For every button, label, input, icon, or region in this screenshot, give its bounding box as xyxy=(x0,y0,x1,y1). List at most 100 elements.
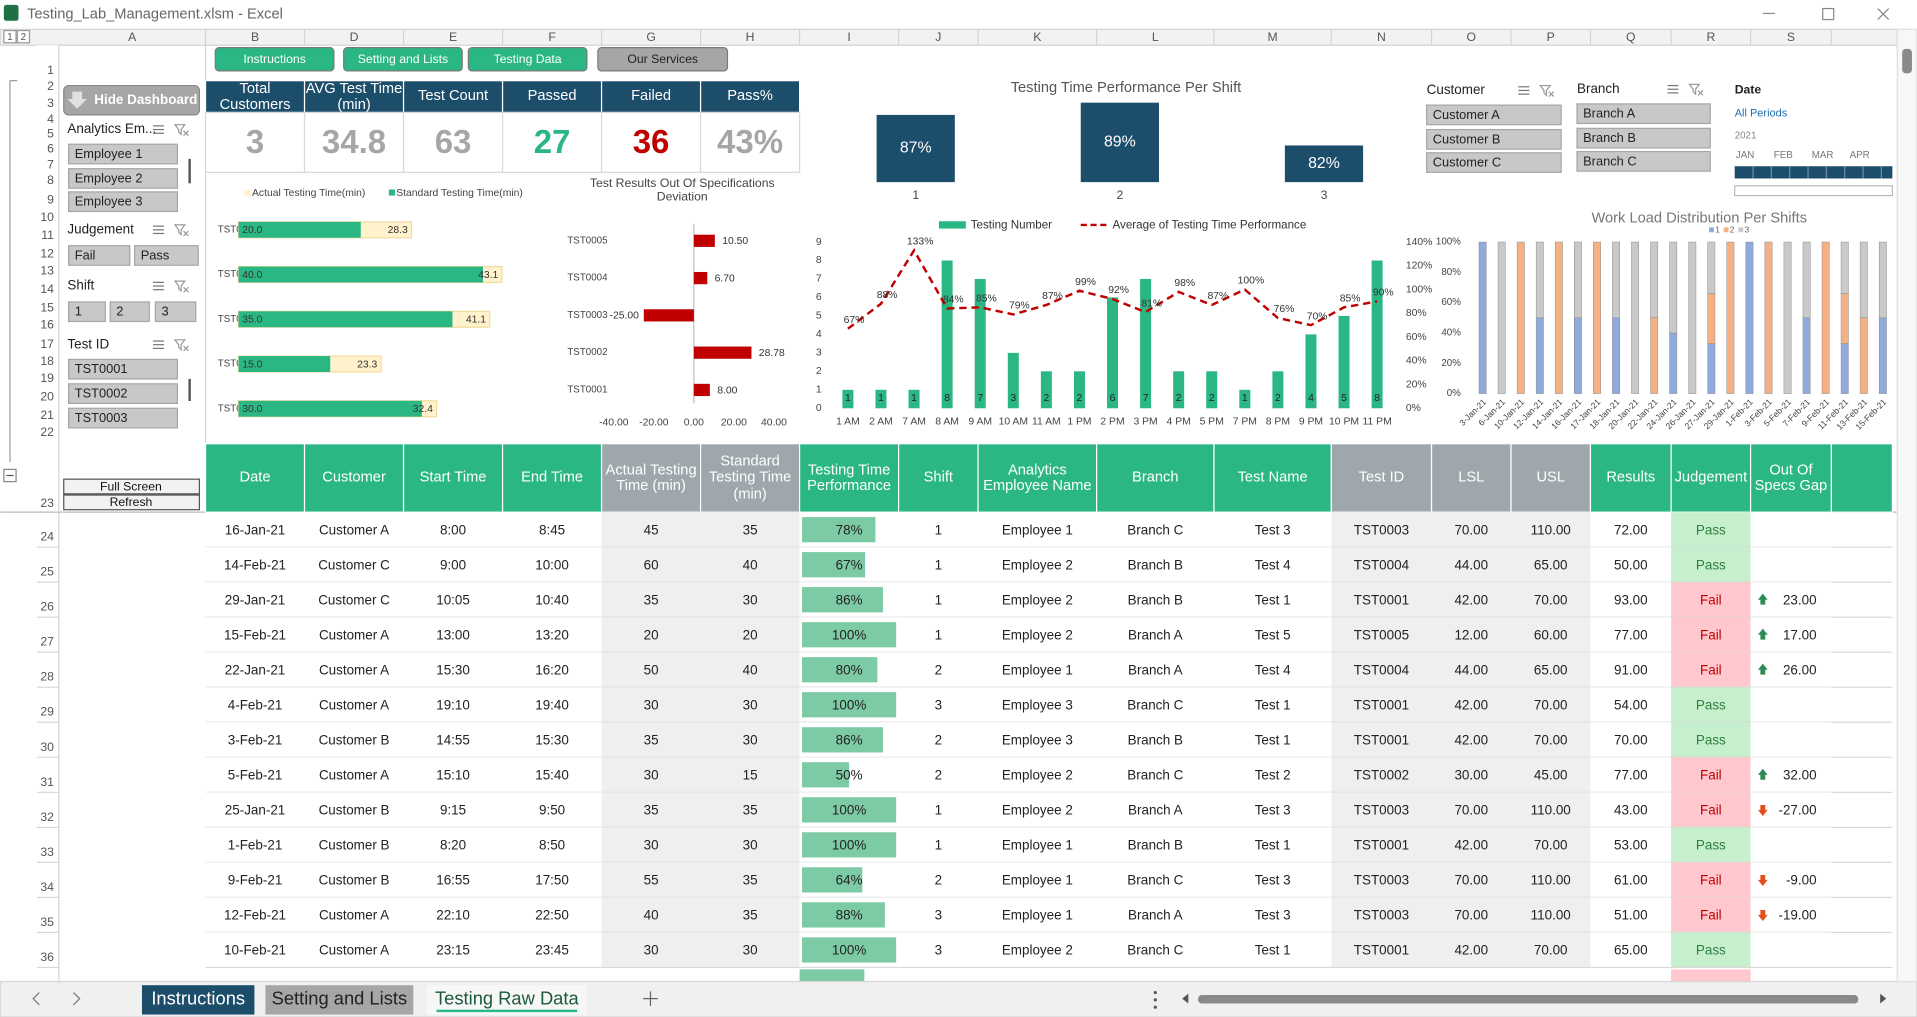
add-sheet[interactable] xyxy=(643,991,658,1006)
sheet-tab-underline xyxy=(436,1009,578,1013)
table-cell xyxy=(1096,547,1214,583)
outline-level[interactable] xyxy=(3,29,17,44)
table-cell xyxy=(978,862,1097,898)
slicer-item-label[interactable]: Branch C xyxy=(1583,153,1636,168)
data-bar xyxy=(802,517,876,543)
column-letter: S xyxy=(1787,30,1795,44)
table-cell-text: 9:00 xyxy=(440,557,466,572)
nav-button[interactable] xyxy=(597,47,729,72)
slicer-item-label[interactable]: Employee 1 xyxy=(75,146,143,161)
timeline-period[interactable]: All Periods xyxy=(1735,108,1788,120)
table-cell-text: 9:15 xyxy=(440,803,466,818)
slicer-item[interactable] xyxy=(1576,150,1711,172)
nav-button-label[interactable]: Setting and Lists xyxy=(358,52,448,66)
table-cell xyxy=(898,617,979,653)
sheet-tab-label[interactable]: Instructions xyxy=(151,988,245,1009)
slicer-item-label[interactable]: Branch B xyxy=(1583,130,1636,145)
slicer-item-label[interactable]: TST0001 xyxy=(75,361,128,376)
slicer-item[interactable] xyxy=(134,245,199,266)
sheet-tab[interactable] xyxy=(265,985,414,1015)
data-label: 85% xyxy=(1340,294,1361,305)
slicer-item[interactable] xyxy=(68,191,179,213)
outline-level[interactable] xyxy=(16,29,31,44)
hide-dashboard-button[interactable] xyxy=(63,84,201,116)
table-cell-text: 2 xyxy=(935,733,942,748)
table-cell xyxy=(304,617,404,653)
slicer-item-label[interactable]: Customer C xyxy=(1433,155,1501,170)
nav-button[interactable] xyxy=(343,47,463,72)
slicer-item-label[interactable]: TST0002 xyxy=(75,386,128,401)
slicer-item-label[interactable]: TST0003 xyxy=(75,410,128,425)
category-label: 2 xyxy=(1116,188,1123,202)
table-cell xyxy=(898,582,979,618)
slicer-item-label[interactable]: Pass xyxy=(141,247,170,262)
slicer-item-label[interactable]: 3 xyxy=(162,304,169,319)
table-cell xyxy=(1213,687,1332,723)
table-cell xyxy=(1590,652,1672,688)
column-letter: L xyxy=(1152,30,1159,44)
table-cell-text: 3 xyxy=(935,943,942,958)
slicer-item[interactable] xyxy=(68,383,179,404)
y2-tick-label: 40% xyxy=(1406,356,1427,367)
nav-button-label[interactable]: Testing Data xyxy=(494,52,562,66)
slicer-item[interactable] xyxy=(1576,103,1711,125)
category-label: TST0001 xyxy=(218,403,258,414)
macro-button-label[interactable]: Full Screen xyxy=(100,479,162,493)
slicer-item[interactable] xyxy=(68,245,131,266)
bar xyxy=(1140,278,1152,409)
table-cell xyxy=(1331,547,1432,583)
slicer-item[interactable] xyxy=(1576,127,1711,149)
row-number: 23 xyxy=(40,496,54,510)
macro-button[interactable] xyxy=(63,494,201,511)
slicer-item-label[interactable]: 2 xyxy=(116,304,123,319)
slicer-item[interactable] xyxy=(109,301,150,323)
table-cell xyxy=(1590,792,1672,828)
slicer-item-label[interactable]: 1 xyxy=(75,304,82,319)
data-label: 28.3 xyxy=(388,225,408,236)
slicer-item[interactable] xyxy=(68,301,106,323)
slicer-item-label[interactable]: Customer B xyxy=(1433,131,1501,146)
table-cell xyxy=(601,652,701,688)
outline-level-label[interactable]: 2 xyxy=(21,32,26,43)
row-number: 35 xyxy=(40,915,54,929)
slicer-item-label[interactable]: Fail xyxy=(75,247,96,262)
slicer-item-label[interactable]: Employee 2 xyxy=(75,170,143,185)
sheet-tab-label[interactable]: Testing Raw Data xyxy=(435,988,579,1009)
slicer-item-label[interactable]: Branch A xyxy=(1583,106,1636,121)
table-cell xyxy=(1213,757,1332,793)
table-cell-text: 70.00 xyxy=(1534,838,1568,853)
category-label: 11 PM xyxy=(1363,416,1392,427)
slicer-item[interactable] xyxy=(154,301,197,323)
bar xyxy=(238,356,331,372)
macro-button-label[interactable]: Refresh xyxy=(110,495,153,509)
nav-button[interactable] xyxy=(467,47,588,72)
slicer-item[interactable] xyxy=(68,168,179,189)
nav-button-label[interactable]: Our Services xyxy=(627,52,698,66)
vertical-scroll-thumb[interactable] xyxy=(1902,48,1912,74)
table-cell xyxy=(304,582,404,618)
slicer-item[interactable] xyxy=(1426,128,1562,150)
outline-level-label[interactable]: 1 xyxy=(7,32,12,43)
table-cell-text: 88% xyxy=(836,908,863,923)
bar-segment xyxy=(1688,241,1697,394)
slicer-item-label[interactable]: Employee 3 xyxy=(75,194,143,209)
table-cell-text: Branch C xyxy=(1127,873,1183,888)
data-bar xyxy=(802,552,866,578)
timeline-bar[interactable] xyxy=(1734,166,1893,179)
slicer-item[interactable] xyxy=(68,358,179,380)
slicer-item[interactable] xyxy=(68,407,179,429)
nav-button-label[interactable]: Instructions xyxy=(243,52,305,66)
slicer-item[interactable] xyxy=(1426,152,1562,173)
macro-button[interactable] xyxy=(63,478,201,495)
sheet-tab[interactable] xyxy=(141,985,255,1015)
nav-button[interactable] xyxy=(214,47,335,72)
horizontal-scroll-thumb[interactable] xyxy=(1198,994,1859,1004)
table-cell xyxy=(1431,617,1512,653)
table-cell-text: Customer C xyxy=(318,592,390,607)
hide-dashboard-label[interactable]: Hide Dashboard xyxy=(94,92,197,107)
slicer-item[interactable] xyxy=(68,143,179,165)
bar-segment xyxy=(1840,293,1849,344)
slicer-item[interactable] xyxy=(1426,104,1562,126)
slicer-item-label[interactable]: Customer A xyxy=(1433,107,1500,122)
sheet-tab-label[interactable]: Setting and Lists xyxy=(272,988,408,1009)
